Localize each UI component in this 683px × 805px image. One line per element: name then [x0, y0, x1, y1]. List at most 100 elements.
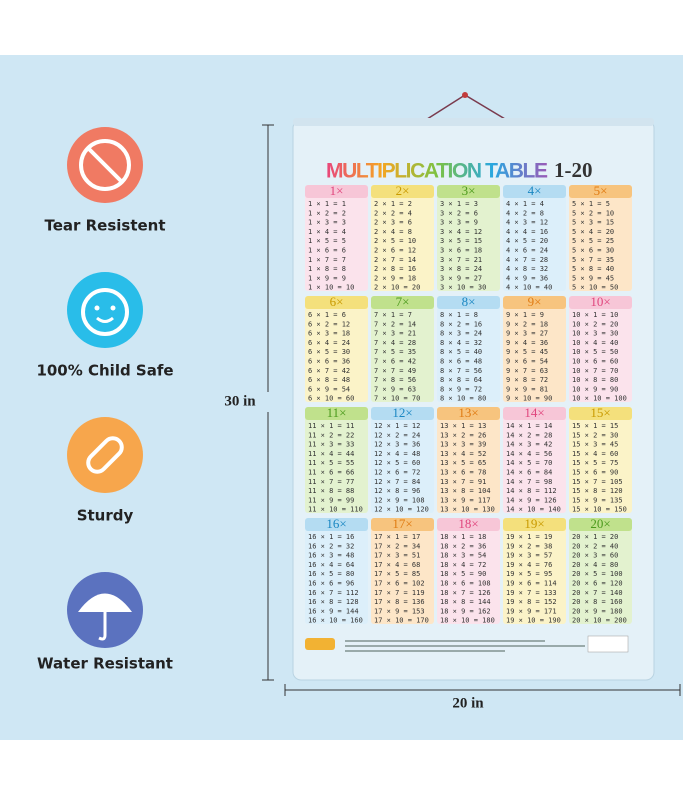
table-card	[503, 518, 566, 624]
table-card	[503, 296, 566, 402]
table-row: 8 × 5 = 40	[440, 348, 482, 356]
table-row: 3 × 3 = 9	[440, 219, 478, 227]
table-row: 9 × 10 = 90	[506, 395, 552, 403]
table-row: 18 × 2 = 36	[440, 542, 486, 550]
table-row: 6 × 6 = 36	[308, 358, 350, 366]
table-header: 13×	[458, 405, 478, 420]
table-row: 16 × 5 = 80	[308, 570, 354, 578]
table-row: 9 × 9 = 81	[506, 385, 548, 393]
table-row: 11 × 1 = 11	[308, 422, 354, 430]
table-row: 6 × 1 = 6	[308, 311, 346, 319]
table-row: 12 × 10 = 120	[374, 506, 429, 514]
table-row: 8 × 1 = 8	[440, 311, 478, 319]
table-row: 16 × 8 = 128	[308, 598, 359, 606]
table-row: 7 × 5 = 35	[374, 348, 416, 356]
table-row: 13 × 9 = 117	[440, 496, 491, 504]
table-row: 3 × 4 = 12	[440, 228, 482, 236]
table-row: 17 × 10 = 170	[374, 617, 429, 625]
table-row: 15 × 6 = 90	[572, 469, 618, 477]
table-row: 20 × 3 = 60	[572, 552, 618, 560]
table-row: 15 × 1 = 15	[572, 422, 618, 430]
table-row: 10 × 10 = 100	[572, 395, 627, 403]
table-row: 18 × 5 = 90	[440, 570, 486, 578]
table-row: 8 × 3 = 24	[440, 330, 482, 338]
table-row: 18 × 10 = 180	[440, 617, 495, 625]
table-card	[305, 518, 368, 624]
table-row: 5 × 1 = 5	[572, 200, 610, 208]
table-row: 5 × 3 = 15	[572, 219, 614, 227]
table-row: 19 × 10 = 190	[506, 617, 561, 625]
table-row: 1 × 1 = 1	[308, 200, 346, 208]
table-row: 11 × 3 = 33	[308, 441, 354, 449]
table-row: 8 × 4 = 32	[440, 339, 482, 347]
table-row: 17 × 6 = 102	[374, 580, 425, 588]
table-card	[305, 185, 368, 291]
table-card	[437, 407, 500, 513]
table-row: 15 × 8 = 120	[572, 487, 623, 495]
table-row: 1 × 7 = 7	[308, 256, 346, 264]
table-header: 3×	[462, 183, 476, 198]
table-row: 18 × 8 = 144	[440, 598, 491, 606]
table-row: 7 × 2 = 14	[374, 320, 416, 328]
table-header-bg	[437, 518, 500, 531]
table-card	[569, 185, 632, 291]
table-header-bg	[569, 185, 632, 198]
table-header: 1×	[330, 183, 344, 198]
table-row: 7 × 8 = 56	[374, 376, 416, 384]
table-row: 18 × 1 = 18	[440, 533, 486, 541]
table-row: 14 × 9 = 126	[506, 496, 557, 504]
table-row: 18 × 3 = 54	[440, 552, 486, 560]
table-row: 14 × 4 = 56	[506, 450, 552, 458]
table-row: 4 × 5 = 20	[506, 237, 548, 245]
table-row: 17 × 4 = 68	[374, 561, 420, 569]
table-header-bg	[371, 407, 434, 420]
table-header: 8×	[462, 294, 476, 309]
table-row: 1 × 3 = 3	[308, 219, 346, 227]
table-header-bg	[437, 407, 500, 420]
table-row: 20 × 10 = 200	[572, 617, 627, 625]
table-card	[371, 185, 434, 291]
width-label: 20 in	[452, 695, 484, 711]
table-row: 12 × 1 = 12	[374, 422, 420, 430]
table-row: 14 × 3 = 42	[506, 441, 552, 449]
table-row: 2 × 4 = 8	[374, 228, 412, 236]
table-row: 12 × 8 = 96	[374, 487, 420, 495]
feature-label: Tear Resistent	[44, 217, 165, 235]
table-row: 20 × 8 = 160	[572, 598, 623, 606]
table-header: 19×	[524, 516, 544, 531]
table-card	[569, 296, 632, 402]
table-row: 4 × 9 = 36	[506, 274, 548, 282]
table-row: 15 × 9 = 135	[572, 496, 623, 504]
table-card	[437, 185, 500, 291]
table-row: 6 × 3 = 18	[308, 330, 350, 338]
table-row: 12 × 7 = 84	[374, 478, 420, 486]
table-row: 4 × 10 = 40	[506, 284, 552, 292]
table-row: 2 × 10 = 20	[374, 284, 420, 292]
table-row: 14 × 7 = 98	[506, 478, 552, 486]
table-row: 13 × 2 = 26	[440, 431, 486, 439]
table-row: 17 × 7 = 119	[374, 589, 425, 597]
table-row: 17 × 9 = 153	[374, 607, 425, 615]
table-row: 5 × 9 = 45	[572, 274, 614, 282]
icon-tear	[67, 127, 143, 203]
table-row: 3 × 6 = 18	[440, 247, 482, 255]
table-row: 2 × 5 = 10	[374, 237, 416, 245]
table-row: 11 × 8 = 88	[308, 487, 354, 495]
table-row: 16 × 2 = 32	[308, 542, 354, 550]
table-row: 14 × 10 = 140	[506, 506, 561, 514]
height-label: 30 in	[224, 393, 256, 409]
feature-label: Sturdy	[77, 507, 134, 525]
table-row: 1 × 4 = 4	[308, 228, 346, 236]
table-row: 2 × 1 = 2	[374, 200, 412, 208]
table-row: 10 × 9 = 90	[572, 385, 618, 393]
table-header-bg	[569, 407, 632, 420]
table-header-bg	[437, 185, 500, 198]
table-row: 19 × 3 = 57	[506, 552, 552, 560]
table-row: 9 × 7 = 63	[506, 367, 548, 375]
table-row: 10 × 5 = 50	[572, 348, 618, 356]
table-row: 2 × 8 = 16	[374, 265, 416, 273]
table-header-bg	[371, 185, 434, 198]
table-row: 2 × 6 = 12	[374, 247, 416, 255]
